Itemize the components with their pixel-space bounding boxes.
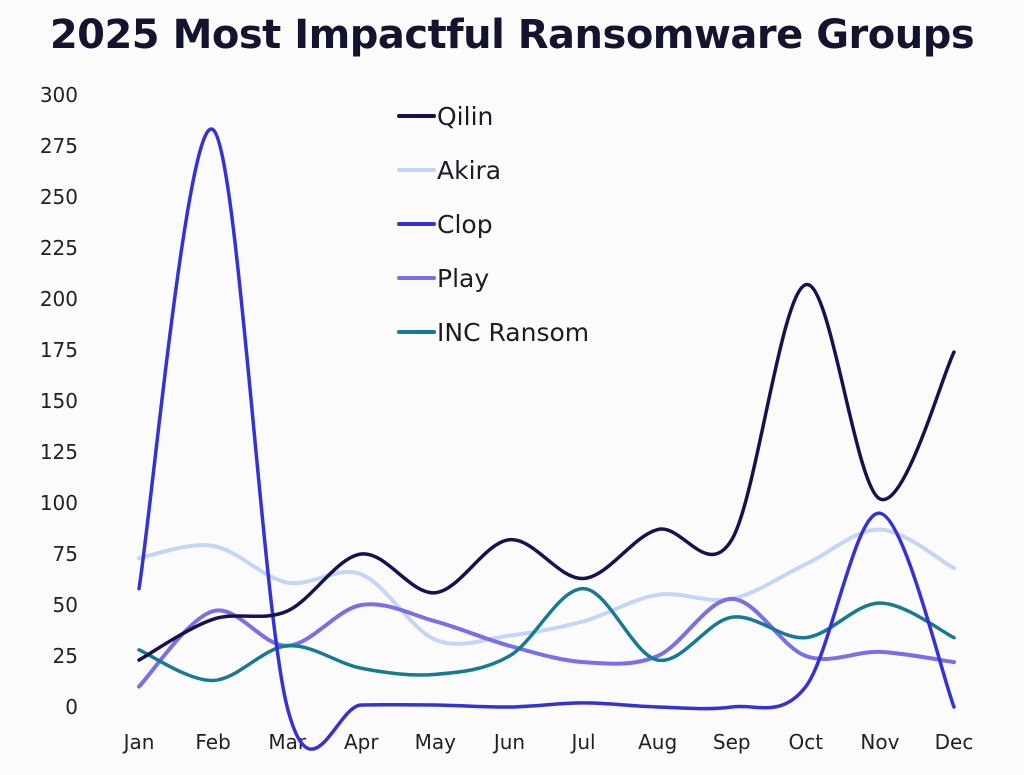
y-tick-label: 225 — [40, 236, 78, 260]
series-line-inc-ransom — [137, 586, 956, 683]
x-tick-label: May — [415, 730, 457, 754]
chart-title: 2025 Most Impactful Ransomware Groups — [49, 12, 975, 58]
y-tick-label: 200 — [40, 287, 78, 311]
x-tick-label: Nov — [860, 730, 899, 754]
x-tick-label: Jun — [492, 730, 525, 754]
series-line-qilin — [137, 282, 956, 662]
series-akira — [137, 527, 956, 646]
x-tick-label: Aug — [638, 730, 677, 754]
y-tick-label: 250 — [40, 185, 78, 209]
x-tick-label: Jul — [569, 730, 595, 754]
y-tick-label: 150 — [40, 389, 78, 413]
y-tick-label: 25 — [53, 644, 78, 668]
legend-label: Play — [437, 264, 489, 293]
series-clop — [137, 127, 956, 751]
legend: Qilin Akira Clop Play INC Ransom — [397, 102, 589, 347]
y-tick-label: 0 — [65, 695, 78, 719]
x-tick-label: Oct — [789, 730, 824, 754]
legend-item-akira: Akira — [397, 156, 501, 185]
y-tick-label: 175 — [40, 338, 78, 362]
y-tick-label: 50 — [53, 593, 78, 617]
y-tick-label: 100 — [40, 491, 78, 515]
legend-item-clop: Clop — [397, 210, 493, 239]
series-qilin — [137, 282, 956, 662]
y-axis-ticks: 0 25 50 75 100 125 150 175 200 225 250 275 300 — [40, 83, 78, 719]
x-tick-label: Apr — [344, 730, 379, 754]
series-line-akira — [137, 527, 956, 646]
legend-label: Clop — [437, 210, 493, 239]
series-lines — [137, 127, 956, 751]
x-axis-ticks: Jan Feb Mar Apr May Jun Jul Aug Sep Oct Nov Dec — [122, 730, 974, 754]
legend-label: INC Ransom — [437, 318, 589, 347]
series-play — [137, 596, 956, 689]
legend-item-qilin: Qilin — [397, 102, 493, 131]
series-line-play — [137, 596, 956, 689]
legend-label: Akira — [437, 156, 501, 185]
y-tick-label: 125 — [40, 440, 78, 464]
x-tick-label: Jan — [122, 730, 155, 754]
y-tick-label: 300 — [40, 83, 78, 107]
x-tick-label: Feb — [195, 730, 230, 754]
x-tick-label: Dec — [935, 730, 974, 754]
y-tick-label: 75 — [53, 542, 78, 566]
series-inc-ransom — [137, 586, 956, 683]
x-tick-label: Sep — [713, 730, 751, 754]
series-line-clop — [137, 127, 956, 751]
legend-item-inc-ransom: INC Ransom — [397, 318, 589, 347]
legend-label: Qilin — [437, 102, 493, 131]
y-tick-label: 275 — [40, 134, 78, 158]
legend-item-play: Play — [397, 264, 489, 293]
